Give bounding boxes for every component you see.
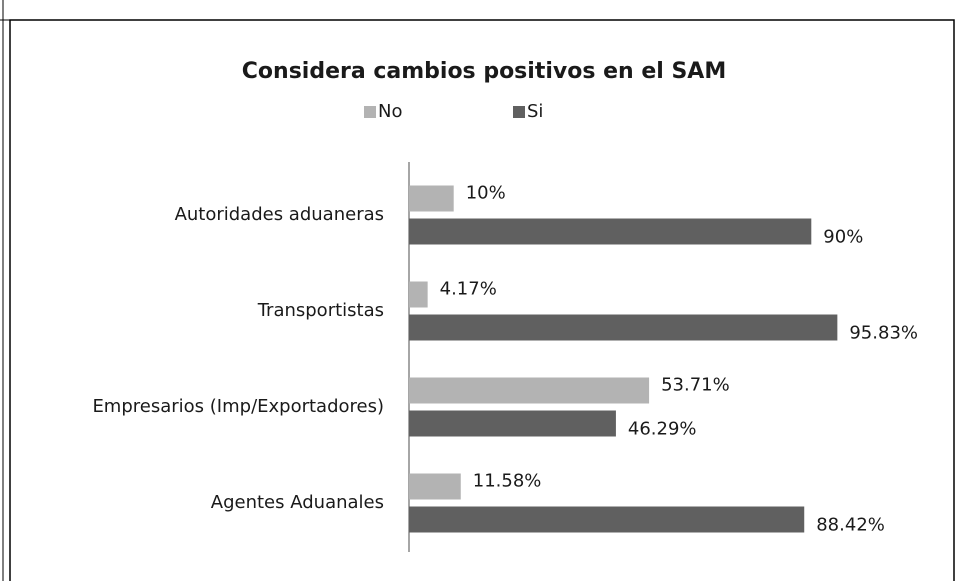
- legend-label: Si: [527, 101, 543, 122]
- data-label: 11.58%: [473, 471, 542, 492]
- data-label: 53.71%: [661, 375, 730, 396]
- legend-swatch: [364, 106, 376, 118]
- y-tick-label: Transportistas: [257, 300, 384, 321]
- bar: [409, 218, 812, 245]
- bar: [409, 473, 461, 500]
- data-label: 10%: [466, 183, 506, 204]
- bar: [409, 281, 428, 308]
- bar: [409, 314, 838, 341]
- data-label: 88.42%: [816, 515, 885, 536]
- legend-swatch: [513, 106, 525, 118]
- y-tick-label: Agentes Aduanales: [211, 492, 384, 513]
- bar: [409, 410, 616, 437]
- data-label: 90%: [823, 227, 863, 248]
- data-label: 46.29%: [628, 419, 697, 440]
- y-tick-label: Empresarios (Imp/Exportadores): [92, 396, 384, 417]
- y-tick-label: Autoridades aduaneras: [175, 204, 384, 225]
- chart-title: Considera cambios positivos en el SAM: [242, 59, 726, 84]
- bar: [409, 185, 454, 212]
- data-label: 4.17%: [440, 279, 497, 300]
- chart-frame: [9, 19, 955, 581]
- bar: [409, 377, 650, 404]
- bar: [409, 506, 805, 533]
- legend-label: No: [378, 101, 402, 122]
- data-label: 95.83%: [849, 323, 918, 344]
